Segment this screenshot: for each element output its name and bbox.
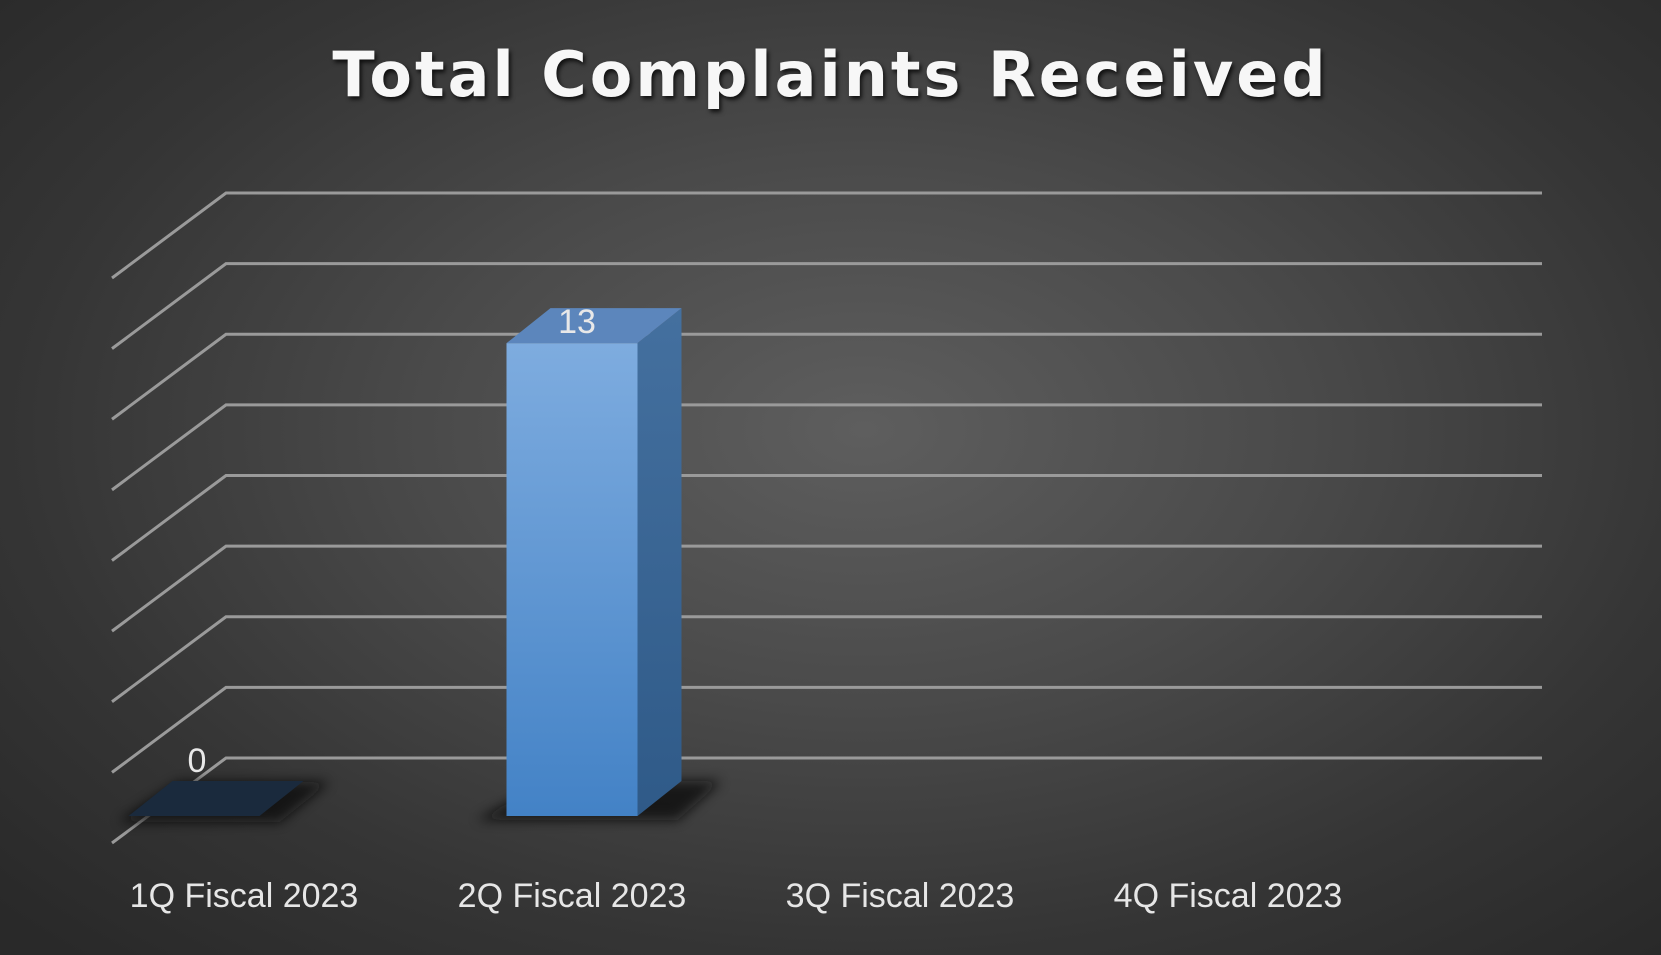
- bar: [506, 343, 638, 816]
- gridline: [111, 262, 1542, 350]
- data-label: 13: [558, 303, 596, 341]
- gridline: [111, 685, 1542, 774]
- gridline: [111, 403, 1542, 492]
- bars: [118, 308, 722, 822]
- bar-top-face: [506, 308, 682, 344]
- labels: 1Q Fiscal 2023 0 2Q Fiscal 2023 13 3Q Fiscal…: [130, 303, 1343, 915]
- x-tick-label: 2Q Fiscal 2023: [458, 877, 687, 915]
- gridline: [111, 191, 1542, 280]
- x-tick-label: 1Q Fiscal 2023: [130, 877, 359, 915]
- gridlines: [111, 191, 1542, 845]
- chart-title: Total Complaints Received: [332, 38, 1329, 111]
- gridline: [111, 756, 1542, 845]
- x-tick-label: 4Q Fiscal 2023: [1114, 877, 1343, 915]
- x-tick-label: 3Q Fiscal 2023: [786, 877, 1015, 915]
- bar-side-face: [637, 308, 682, 816]
- data-label: 0: [188, 742, 207, 780]
- bar: [128, 781, 304, 816]
- gridline: [111, 615, 1542, 703]
- gridline: [111, 544, 1542, 633]
- gridline: [111, 474, 1542, 562]
- gridline: [111, 332, 1542, 421]
